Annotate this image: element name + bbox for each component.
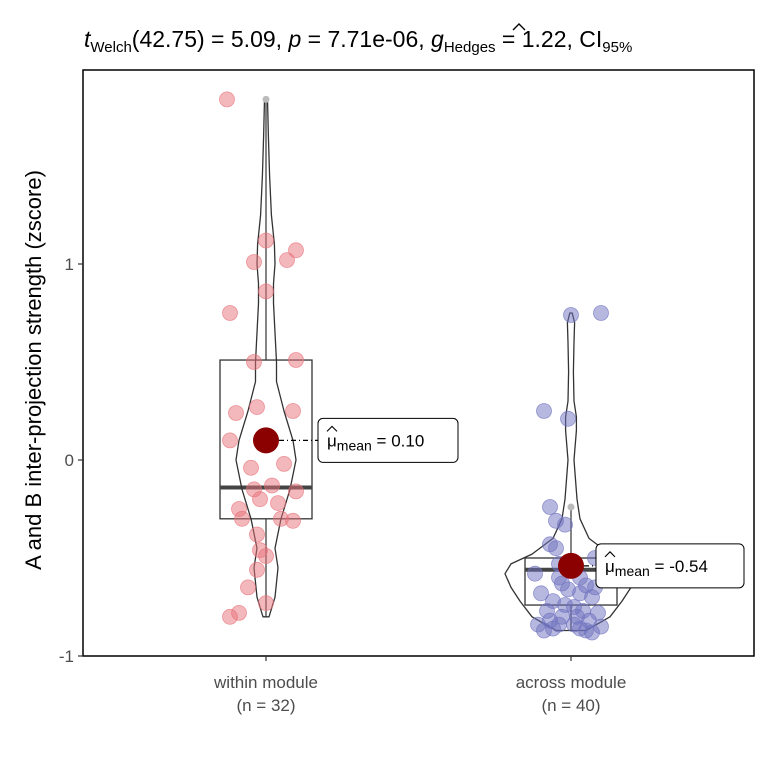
y-tick-label: 1 xyxy=(65,255,74,274)
x-tick-label: across module xyxy=(516,673,627,692)
group-1-data-point xyxy=(258,232,274,249)
group-1-data-point xyxy=(249,561,265,578)
group-2-data-point xyxy=(557,516,573,533)
title-df: (42.75) xyxy=(132,26,205,52)
group-2-mean-point xyxy=(558,552,584,579)
plot-layer: -1 0 1 within module (n = 32) μmean = 0.10 acr… xyxy=(59,91,745,715)
group-1-data-point xyxy=(258,283,274,300)
group-1-data-point xyxy=(222,608,238,625)
title-stat-sub: Welch xyxy=(90,39,131,56)
title-effect: g xyxy=(431,26,444,52)
title-hat-mark xyxy=(512,23,526,31)
title-p-label: p xyxy=(287,26,301,52)
group-1-mean-label-box xyxy=(317,417,459,463)
group-2-data-point xyxy=(536,403,552,419)
y-tick-label: 0 xyxy=(65,451,74,470)
group-1-mean-hat-mark xyxy=(326,425,338,432)
group-2-data-point xyxy=(584,624,600,641)
group-1-data-point xyxy=(270,495,286,512)
group-1-data-point xyxy=(249,526,265,543)
group-1-data-point xyxy=(249,399,265,416)
plot-panel xyxy=(82,69,755,657)
group-1-data-point xyxy=(288,242,304,259)
title-ci-sub: 95% xyxy=(602,39,632,56)
x-tick-n-label: (n = 40) xyxy=(541,696,600,715)
group-2-data-point xyxy=(542,499,558,515)
group-1-data-point xyxy=(276,455,292,472)
group-2-mean-label-box xyxy=(595,543,745,589)
group-1-data-point xyxy=(222,432,238,449)
group-2-data-point xyxy=(548,540,564,557)
group-1-data-point xyxy=(240,579,256,596)
y-axis-label: A and B inter-projection strength (zscor… xyxy=(21,170,46,570)
group-1-data-point xyxy=(228,405,244,421)
group-1-data-point xyxy=(246,354,262,370)
group-1-data-point xyxy=(264,477,280,494)
group-1-data-point xyxy=(234,510,250,527)
group-1-data-point xyxy=(279,252,295,269)
group-1-data-point xyxy=(252,491,268,508)
group-2-data-point xyxy=(584,589,600,606)
group-2-mean-hat-mark xyxy=(604,551,616,558)
group-2-data-point xyxy=(563,307,579,323)
x-tick-n-label: (n = 32) xyxy=(236,696,295,715)
group-1-data-point xyxy=(288,352,304,368)
title-stat: t xyxy=(84,26,92,52)
group-1-data-point xyxy=(246,254,262,270)
title-effect-sub: Hedges xyxy=(444,39,496,56)
title-effect-value: = 1.22, xyxy=(496,26,580,52)
group-1-data-point xyxy=(222,305,238,321)
title-stat-value: = 5.09, xyxy=(205,26,289,52)
title-ci-label: CI xyxy=(579,26,602,52)
x-tick-label: within module xyxy=(213,673,318,692)
group-2-data-point xyxy=(593,305,609,321)
group-1-box xyxy=(219,359,313,520)
group-1-data-point xyxy=(258,595,274,611)
group-1-data-point xyxy=(285,403,301,419)
title-p-value: = 7.71e-06, xyxy=(301,26,431,52)
group-1-outlier-marker xyxy=(262,95,270,103)
group-2-mean-label: μmean = -0.54 xyxy=(605,557,708,579)
chart-title: tWelch(42.75) = 5.09, p = 7.71e-06, gHed… xyxy=(84,26,632,56)
group-2-outlier-marker xyxy=(567,503,575,511)
group-1-mean-label: μmean = 0.10 xyxy=(327,431,424,453)
group-1-data-point xyxy=(258,548,274,564)
group-1-data-point xyxy=(288,483,304,500)
group-1-data-point xyxy=(285,512,301,529)
group-1-mean-point xyxy=(253,427,279,454)
group-1-data-point xyxy=(219,91,235,108)
group-2-data-point xyxy=(536,622,552,639)
group-2-data-point xyxy=(560,410,576,427)
y-tick-label: -1 xyxy=(59,647,74,666)
group-2-data-point xyxy=(527,565,543,582)
group-1-data-point xyxy=(243,459,259,476)
group-2-data-point xyxy=(533,585,549,602)
